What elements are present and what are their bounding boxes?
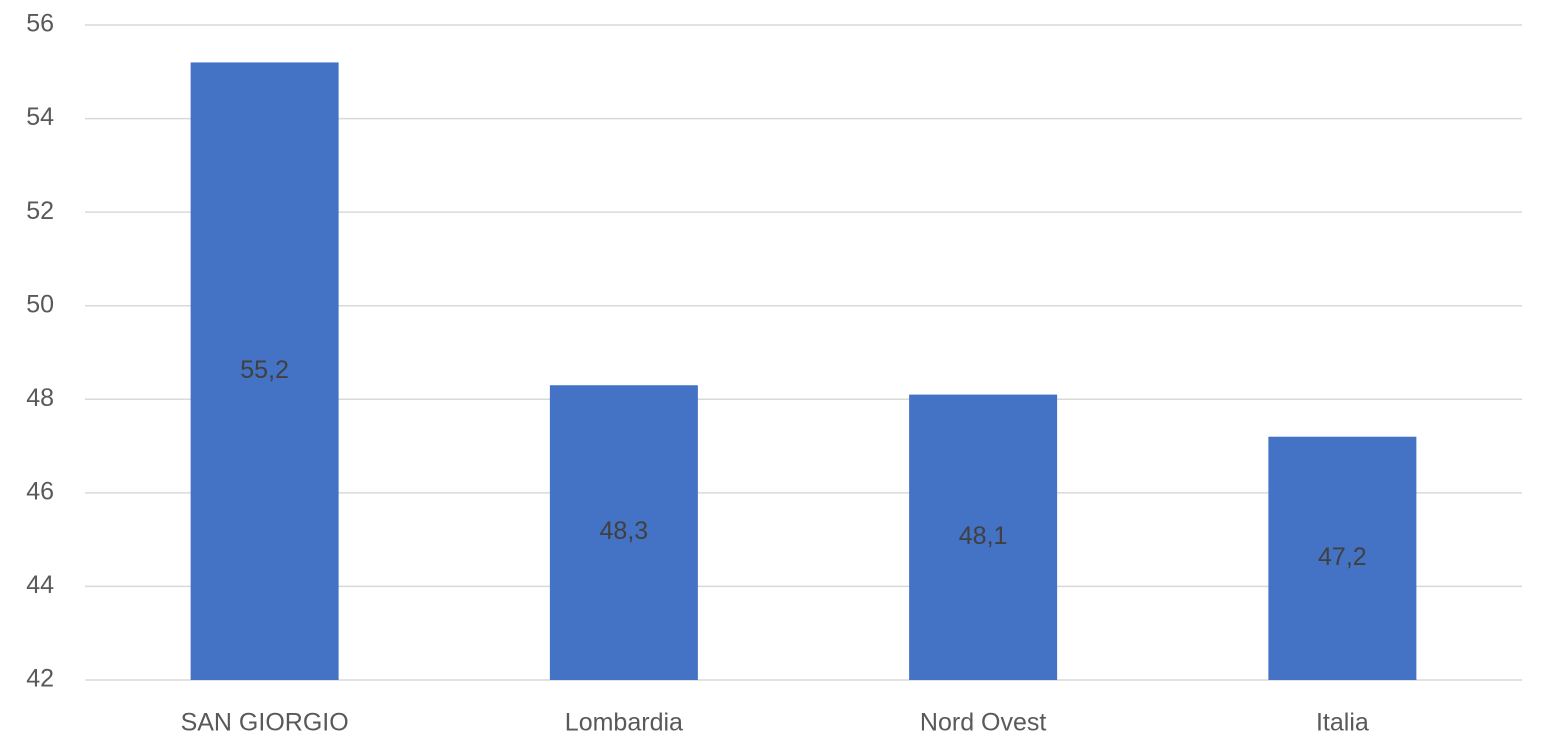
bar-data-label: 48,1 — [959, 522, 1008, 550]
bar-data-label: 47,2 — [1318, 543, 1367, 571]
x-category-label: Italia — [1316, 709, 1369, 737]
bar — [1268, 436, 1417, 680]
bar-data-label: 48,3 — [600, 517, 649, 545]
y-axis-tick-labels: 42 44 46 48 50 52 54 56 — [26, 10, 54, 693]
x-category-label: Lombardia — [565, 709, 683, 737]
y-tick-label: 50 — [26, 290, 54, 318]
y-tick-label: 52 — [26, 197, 54, 225]
bar — [549, 385, 698, 680]
x-axis-category-labels: SAN GIORGIO Lombardia Nord Ovest Italia — [181, 709, 1369, 737]
bar — [909, 394, 1058, 680]
x-category-label: Nord Ovest — [920, 709, 1046, 737]
y-tick-label: 46 — [26, 477, 54, 505]
y-tick-label: 54 — [26, 103, 54, 131]
y-tick-label: 44 — [26, 571, 54, 599]
bars — [190, 62, 1417, 680]
y-tick-label: 48 — [26, 384, 54, 412]
bar-data-label: 55,2 — [240, 356, 289, 384]
bar-data-labels: 55,2 48,3 48,1 47,2 — [240, 356, 1366, 571]
x-category-label: SAN GIORGIO — [181, 709, 349, 737]
bar — [190, 62, 339, 680]
y-tick-label: 42 — [26, 665, 54, 693]
y-tick-label: 56 — [26, 10, 54, 38]
